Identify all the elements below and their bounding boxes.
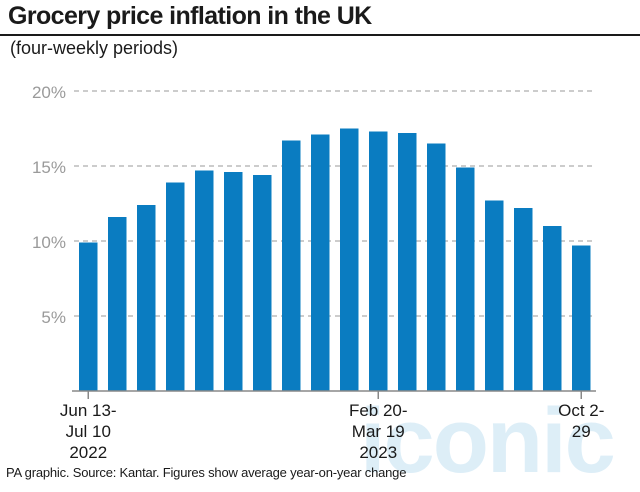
watermark-logo: iconic <box>360 390 616 492</box>
bar <box>398 133 417 391</box>
bar <box>195 170 214 391</box>
bar <box>572 245 591 391</box>
y-tick-label: 20% <box>32 83 66 102</box>
bar <box>166 182 185 391</box>
bar <box>311 134 330 391</box>
bar <box>543 226 562 391</box>
bar <box>137 205 156 391</box>
y-tick-label: 10% <box>32 233 66 252</box>
y-tick-label: 5% <box>41 308 66 327</box>
bar <box>282 140 301 391</box>
chart-title: Grocery price inflation in the UK <box>8 2 372 30</box>
x-tick-label: Oct 2- <box>558 401 604 420</box>
x-axis <box>72 390 596 399</box>
x-tick-label: 29 <box>572 422 591 441</box>
bar <box>224 172 243 391</box>
gridlines <box>74 90 596 317</box>
bar <box>485 200 504 391</box>
bar <box>253 175 272 391</box>
source-note: PA graphic. Source: Kantar. Figures show… <box>6 465 407 480</box>
x-tick-label: Jun 13- <box>60 401 117 420</box>
x-tick-label: 2023 <box>359 443 397 462</box>
x-tick-label: Jul 10 <box>66 422 111 441</box>
chart-subtitle: (four-weekly periods) <box>10 38 179 58</box>
bars <box>79 128 591 391</box>
title-divider <box>0 34 640 36</box>
bar <box>340 128 359 391</box>
x-tick-label: 2022 <box>69 443 107 462</box>
bar <box>369 131 388 391</box>
x-tick-label: Mar 19 <box>352 422 405 441</box>
bar <box>427 143 446 391</box>
bar <box>108 217 127 391</box>
tick-labels: 5% 10% 15% 20% Jun 13- Jul 10 2022 Feb 20- Mar 1… <box>32 83 604 462</box>
x-tick-label: Feb 20- <box>349 401 408 420</box>
bar <box>79 242 98 391</box>
y-tick-label: 15% <box>32 158 66 177</box>
bar <box>456 167 475 391</box>
bar <box>514 208 533 391</box>
